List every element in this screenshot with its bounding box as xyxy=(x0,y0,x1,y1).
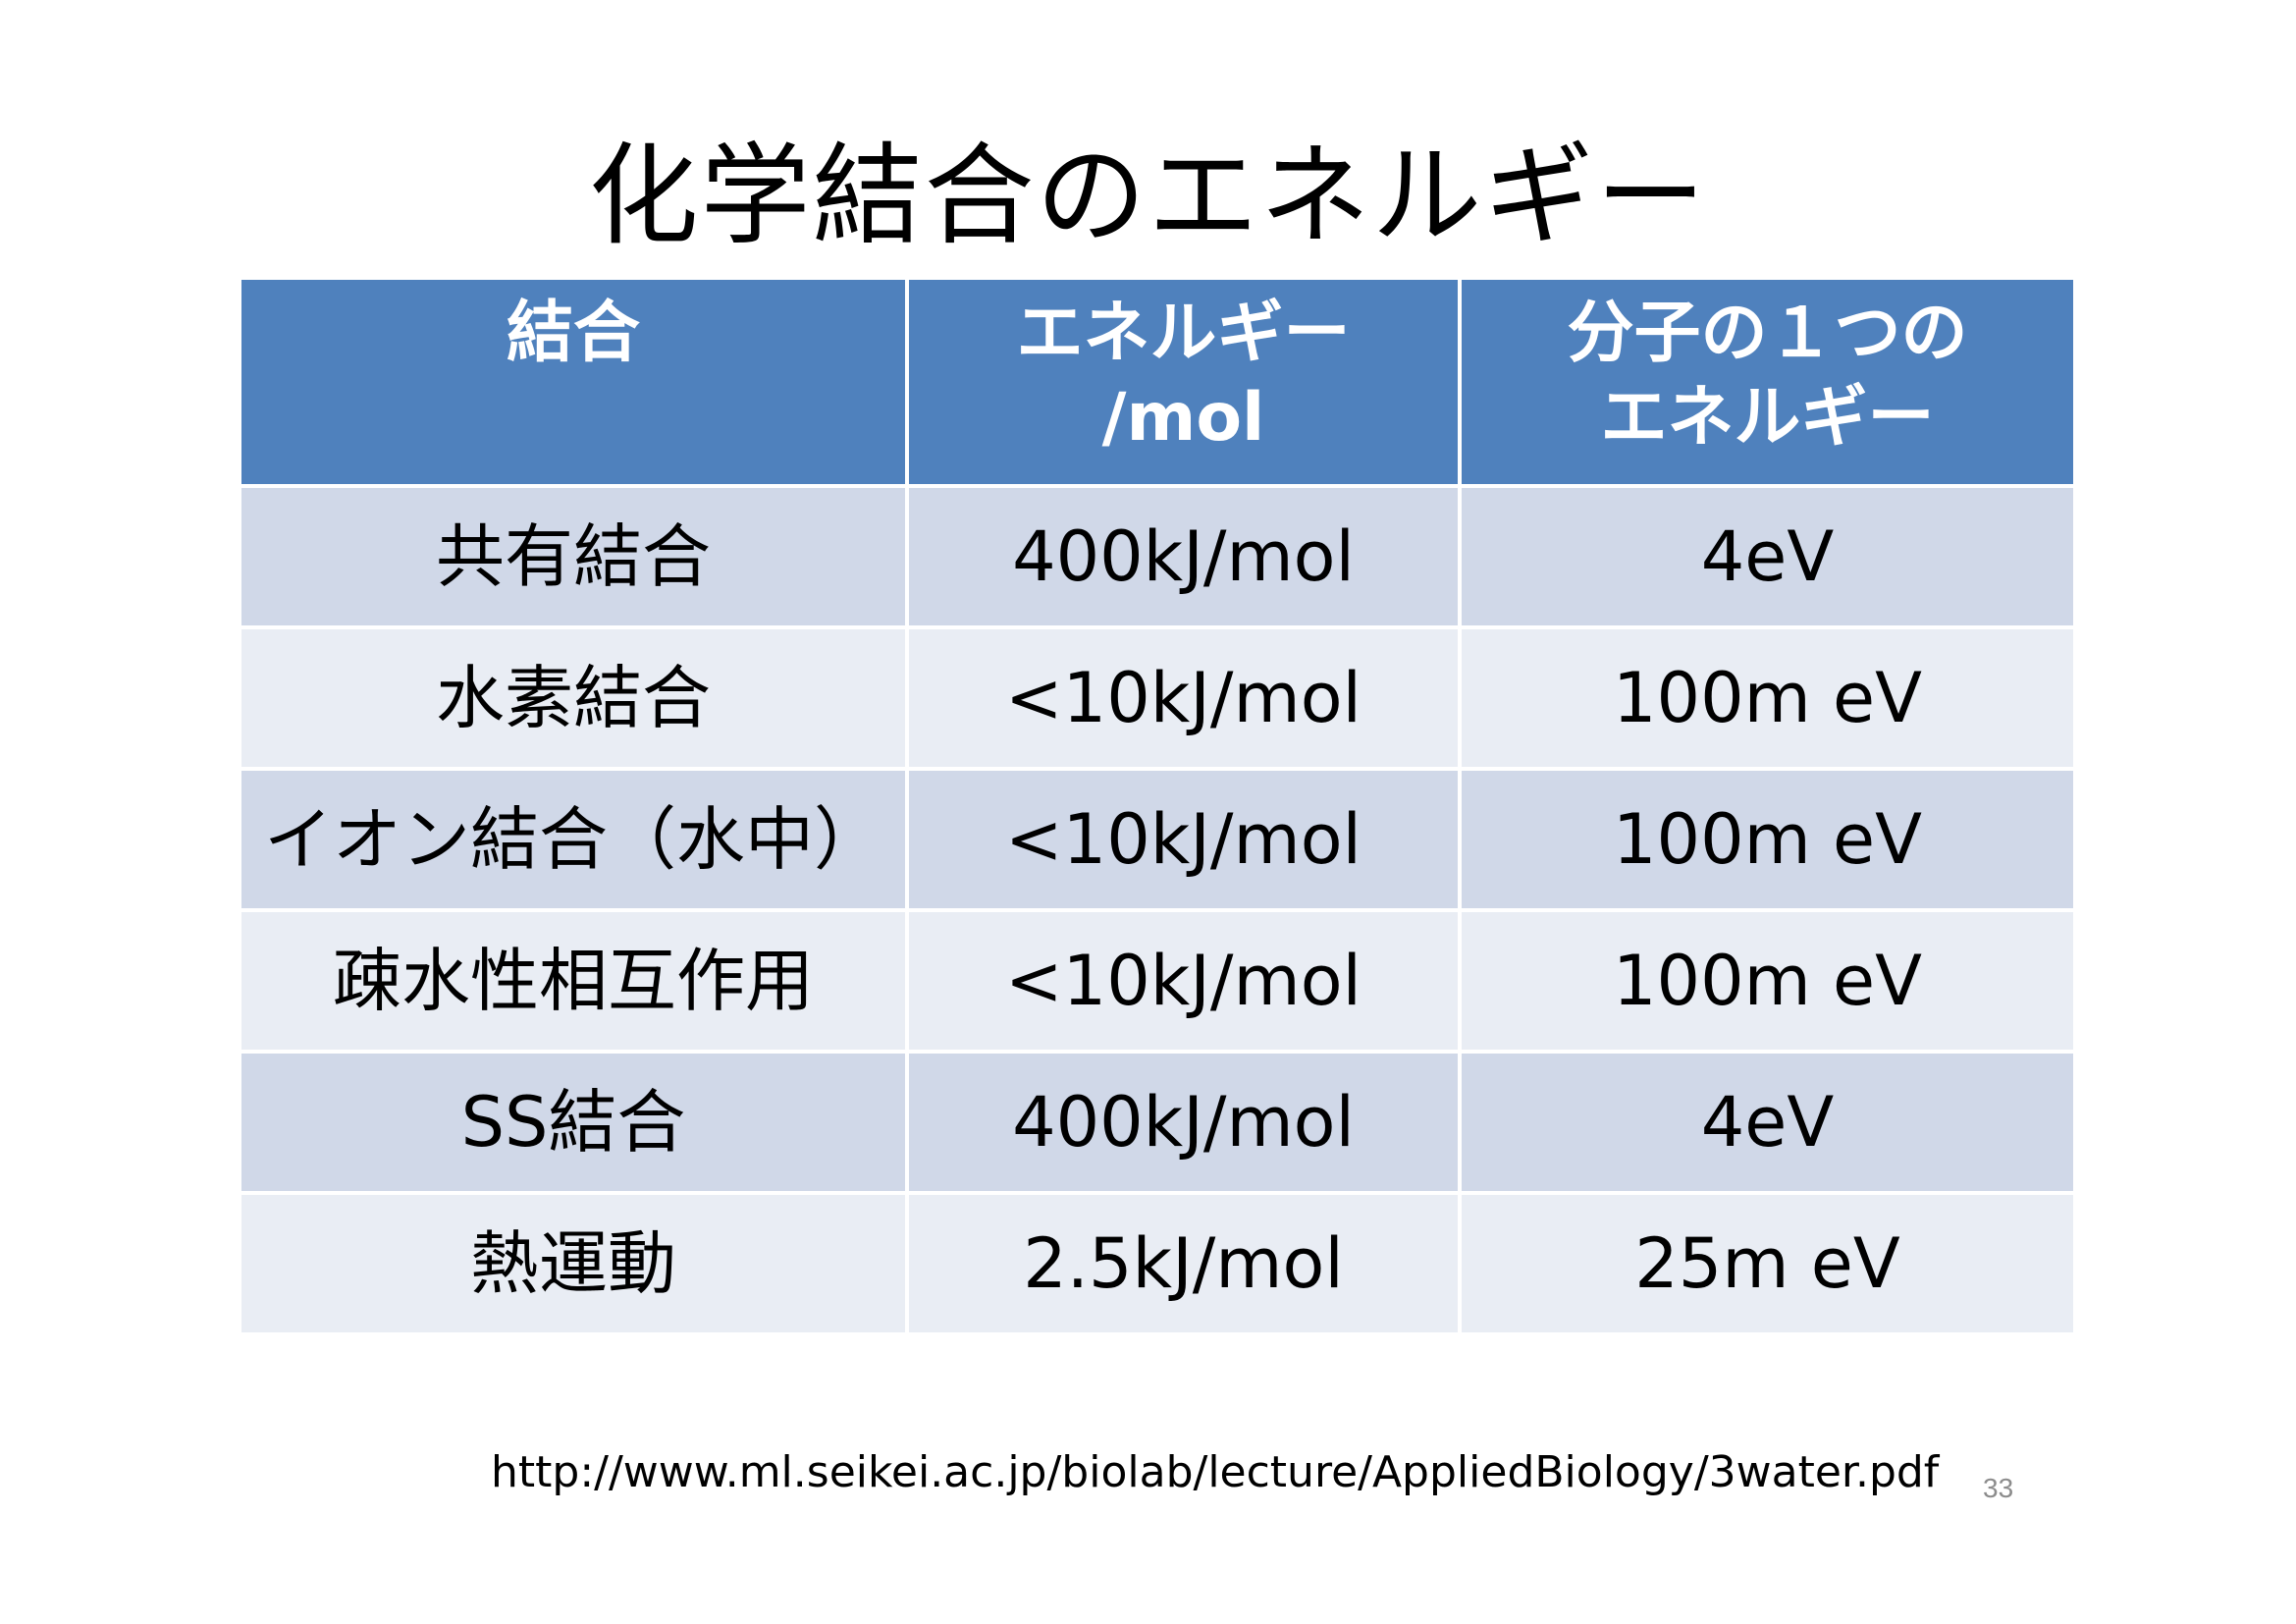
bond-energy-table: 結合 エネルギー /mol 分子の１つの エネルギー 共有結合 400kJ/mo… xyxy=(238,276,2077,1336)
cell-energy-per-mol: <10kJ/mol xyxy=(905,625,1462,771)
header-molecule-line2: エネルギー xyxy=(1600,379,1935,457)
cell-energy-per-mol: 400kJ/mol xyxy=(905,484,1462,629)
table-row: 共有結合 400kJ/mol 4eV xyxy=(238,484,2077,629)
cell-energy-per-molecule: 4eV xyxy=(1458,484,2077,629)
header-cell-bond: 結合 xyxy=(238,276,909,488)
bond-energy-table-container: 結合 エネルギー /mol 分子の１つの エネルギー 共有結合 400kJ/mo… xyxy=(238,276,2077,1336)
cell-bond: 熱運動 xyxy=(238,1191,909,1336)
source-url-link[interactable]: http://www.ml.seikei.ac.jp/biolab/lectur… xyxy=(491,1447,1940,1497)
cell-energy-per-molecule: 25m eV xyxy=(1458,1191,2077,1336)
table-row: SS結合 400kJ/mol 4eV xyxy=(238,1050,2077,1195)
header-bond-line1: 結合 xyxy=(506,295,640,372)
table-body: 共有結合 400kJ/mol 4eV 水素結合 <10kJ/mol 100m e… xyxy=(238,484,2077,1336)
cell-bond: イオン結合（水中） xyxy=(238,767,909,912)
cell-bond: 水素結合 xyxy=(238,625,909,771)
slide-title: 化学結合のエネルギー xyxy=(588,133,1708,260)
page-number: 33 xyxy=(1983,1473,2014,1503)
header-cell-energy-per-molecule: 分子の１つの エネルギー xyxy=(1458,276,2077,488)
cell-energy-per-molecule: 100m eV xyxy=(1458,908,2077,1054)
cell-energy-per-mol: <10kJ/mol xyxy=(905,908,1462,1054)
cell-energy-per-mol: 2.5kJ/mol xyxy=(905,1191,1462,1336)
cell-energy-per-molecule: 4eV xyxy=(1458,1050,2077,1195)
header-molecule-line1: 分子の１つの xyxy=(1567,295,1968,372)
cell-bond: 疎水性相互作用 xyxy=(238,908,909,1054)
cell-energy-per-molecule: 100m eV xyxy=(1458,767,2077,912)
table-row: 熱運動 2.5kJ/mol 25m eV xyxy=(238,1191,2077,1336)
header-energy-line2: /mol xyxy=(1101,379,1265,457)
header-row: 結合 エネルギー /mol 分子の１つの エネルギー xyxy=(238,276,2077,488)
header-cell-energy-per-mol: エネルギー /mol xyxy=(905,276,1462,488)
table-row: 水素結合 <10kJ/mol 100m eV xyxy=(238,625,2077,771)
table-header: 結合 エネルギー /mol 分子の１つの エネルギー xyxy=(238,276,2077,488)
cell-energy-per-mol: <10kJ/mol xyxy=(905,767,1462,912)
header-energy-line1: エネルギー xyxy=(1016,295,1351,372)
table-row: 疎水性相互作用 <10kJ/mol 100m eV xyxy=(238,908,2077,1054)
cell-bond: SS結合 xyxy=(238,1050,909,1195)
cell-energy-per-molecule: 100m eV xyxy=(1458,625,2077,771)
cell-bond: 共有結合 xyxy=(238,484,909,629)
table-row: イオン結合（水中） <10kJ/mol 100m eV xyxy=(238,767,2077,912)
cell-energy-per-mol: 400kJ/mol xyxy=(905,1050,1462,1195)
